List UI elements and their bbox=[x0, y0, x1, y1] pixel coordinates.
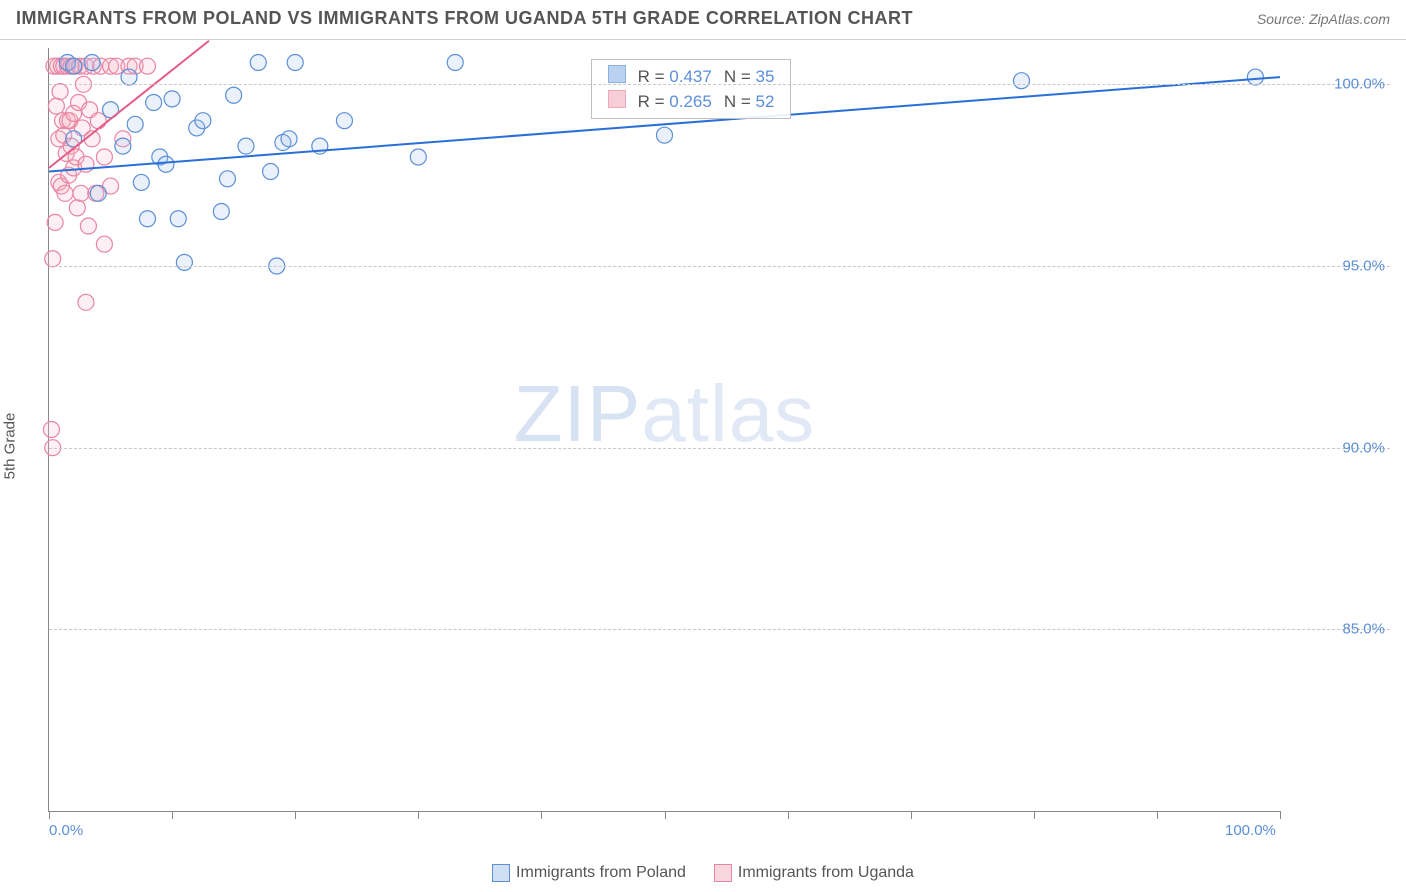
scatter-point bbox=[195, 113, 211, 129]
scatter-point bbox=[45, 251, 61, 267]
x-tick bbox=[295, 811, 296, 819]
scatter-point bbox=[133, 174, 149, 190]
scatter-point bbox=[336, 113, 352, 129]
legend-r-label: R = bbox=[638, 92, 665, 111]
y-tick-label: 100.0% bbox=[1285, 76, 1385, 93]
legend-item-uganda: Immigrants from Uganda bbox=[714, 864, 914, 882]
x-tick bbox=[911, 811, 912, 819]
chart-area: ZIPatlas R = 0.437 N = 35 R = 0.265 N = … bbox=[48, 48, 1390, 842]
x-tick bbox=[788, 811, 789, 819]
legend-n-uganda: 52 bbox=[756, 92, 775, 111]
scatter-point bbox=[121, 69, 137, 85]
scatter-point bbox=[447, 55, 463, 71]
y-axis-label: 5th Grade bbox=[2, 413, 19, 480]
scatter-point bbox=[84, 55, 100, 71]
legend-n-poland: 35 bbox=[756, 67, 775, 86]
gridline bbox=[49, 266, 1390, 267]
chart-source: Source: ZipAtlas.com bbox=[1257, 11, 1390, 27]
legend-swatch-poland-icon bbox=[492, 864, 510, 882]
legend-swatch-uganda bbox=[608, 90, 626, 108]
scatter-point bbox=[80, 218, 96, 234]
x-tick bbox=[1157, 811, 1158, 819]
scatter-point bbox=[219, 171, 235, 187]
y-tick-label: 90.0% bbox=[1285, 439, 1385, 456]
y-tick-label: 85.0% bbox=[1285, 621, 1385, 638]
x-tick bbox=[665, 811, 666, 819]
gridline bbox=[49, 84, 1390, 85]
scatter-point bbox=[287, 55, 303, 71]
legend-r-uganda: 0.265 bbox=[669, 92, 712, 111]
scatter-point bbox=[48, 98, 64, 114]
scatter-point bbox=[47, 214, 63, 230]
scatter-point bbox=[57, 185, 73, 201]
x-tick bbox=[1280, 811, 1281, 819]
x-tick bbox=[418, 811, 419, 819]
scatter-point bbox=[78, 294, 94, 310]
scatter-point bbox=[1013, 73, 1029, 89]
plot-region: ZIPatlas R = 0.437 N = 35 R = 0.265 N = … bbox=[48, 48, 1280, 812]
legend-item-poland: Immigrants from Poland bbox=[492, 864, 686, 882]
scatter-point bbox=[238, 138, 254, 154]
legend-n-label: N = bbox=[724, 67, 751, 86]
correlation-legend: R = 0.437 N = 35 R = 0.265 N = 52 bbox=[591, 59, 792, 119]
scatter-point bbox=[96, 149, 112, 165]
scatter-point bbox=[1247, 69, 1263, 85]
chart-title: IMMIGRANTS FROM POLAND VS IMMIGRANTS FRO… bbox=[16, 8, 913, 29]
scatter-point bbox=[170, 211, 186, 227]
scatter-point bbox=[139, 211, 155, 227]
scatter-point bbox=[96, 236, 112, 252]
legend-swatch-uganda-icon bbox=[714, 864, 732, 882]
scatter-point bbox=[164, 91, 180, 107]
x-tick bbox=[541, 811, 542, 819]
scatter-point bbox=[281, 131, 297, 147]
gridline bbox=[49, 448, 1390, 449]
scatter-point bbox=[66, 58, 82, 74]
scatter-point bbox=[226, 87, 242, 103]
legend-row-poland: R = 0.437 N = 35 bbox=[602, 64, 781, 89]
x-tick bbox=[1034, 811, 1035, 819]
scatter-point bbox=[410, 149, 426, 165]
scatter-point bbox=[115, 138, 131, 154]
scatter-point bbox=[158, 156, 174, 172]
scatter-point bbox=[69, 200, 85, 216]
legend-label-poland: Immigrants from Poland bbox=[516, 864, 686, 882]
legend-label-uganda: Immigrants from Uganda bbox=[738, 864, 914, 882]
scatter-point bbox=[139, 58, 155, 74]
x-tick-label: 100.0% bbox=[1225, 822, 1276, 839]
scatter-point bbox=[657, 127, 673, 143]
legend-r-label: R = bbox=[638, 67, 665, 86]
scatter-point bbox=[176, 254, 192, 270]
scatter-point bbox=[146, 95, 162, 111]
scatter-point bbox=[73, 185, 89, 201]
scatter-svg bbox=[49, 48, 1280, 811]
scatter-point bbox=[213, 204, 229, 220]
chart-header: IMMIGRANTS FROM POLAND VS IMMIGRANTS FRO… bbox=[0, 0, 1406, 40]
scatter-point bbox=[52, 84, 68, 100]
x-tick bbox=[172, 811, 173, 819]
gridline bbox=[49, 629, 1390, 630]
scatter-point bbox=[90, 185, 106, 201]
legend-r-poland: 0.437 bbox=[669, 67, 712, 86]
legend-row-uganda: R = 0.265 N = 52 bbox=[602, 89, 781, 114]
legend-swatch-poland bbox=[608, 65, 626, 83]
legend-n-label: N = bbox=[724, 92, 751, 111]
x-tick-label: 0.0% bbox=[49, 822, 83, 839]
scatter-point bbox=[263, 164, 279, 180]
scatter-point bbox=[43, 422, 59, 438]
series-legend: Immigrants from Poland Immigrants from U… bbox=[0, 864, 1406, 882]
x-tick bbox=[49, 811, 50, 819]
scatter-point bbox=[127, 116, 143, 132]
scatter-point bbox=[250, 55, 266, 71]
y-tick-label: 95.0% bbox=[1285, 258, 1385, 275]
